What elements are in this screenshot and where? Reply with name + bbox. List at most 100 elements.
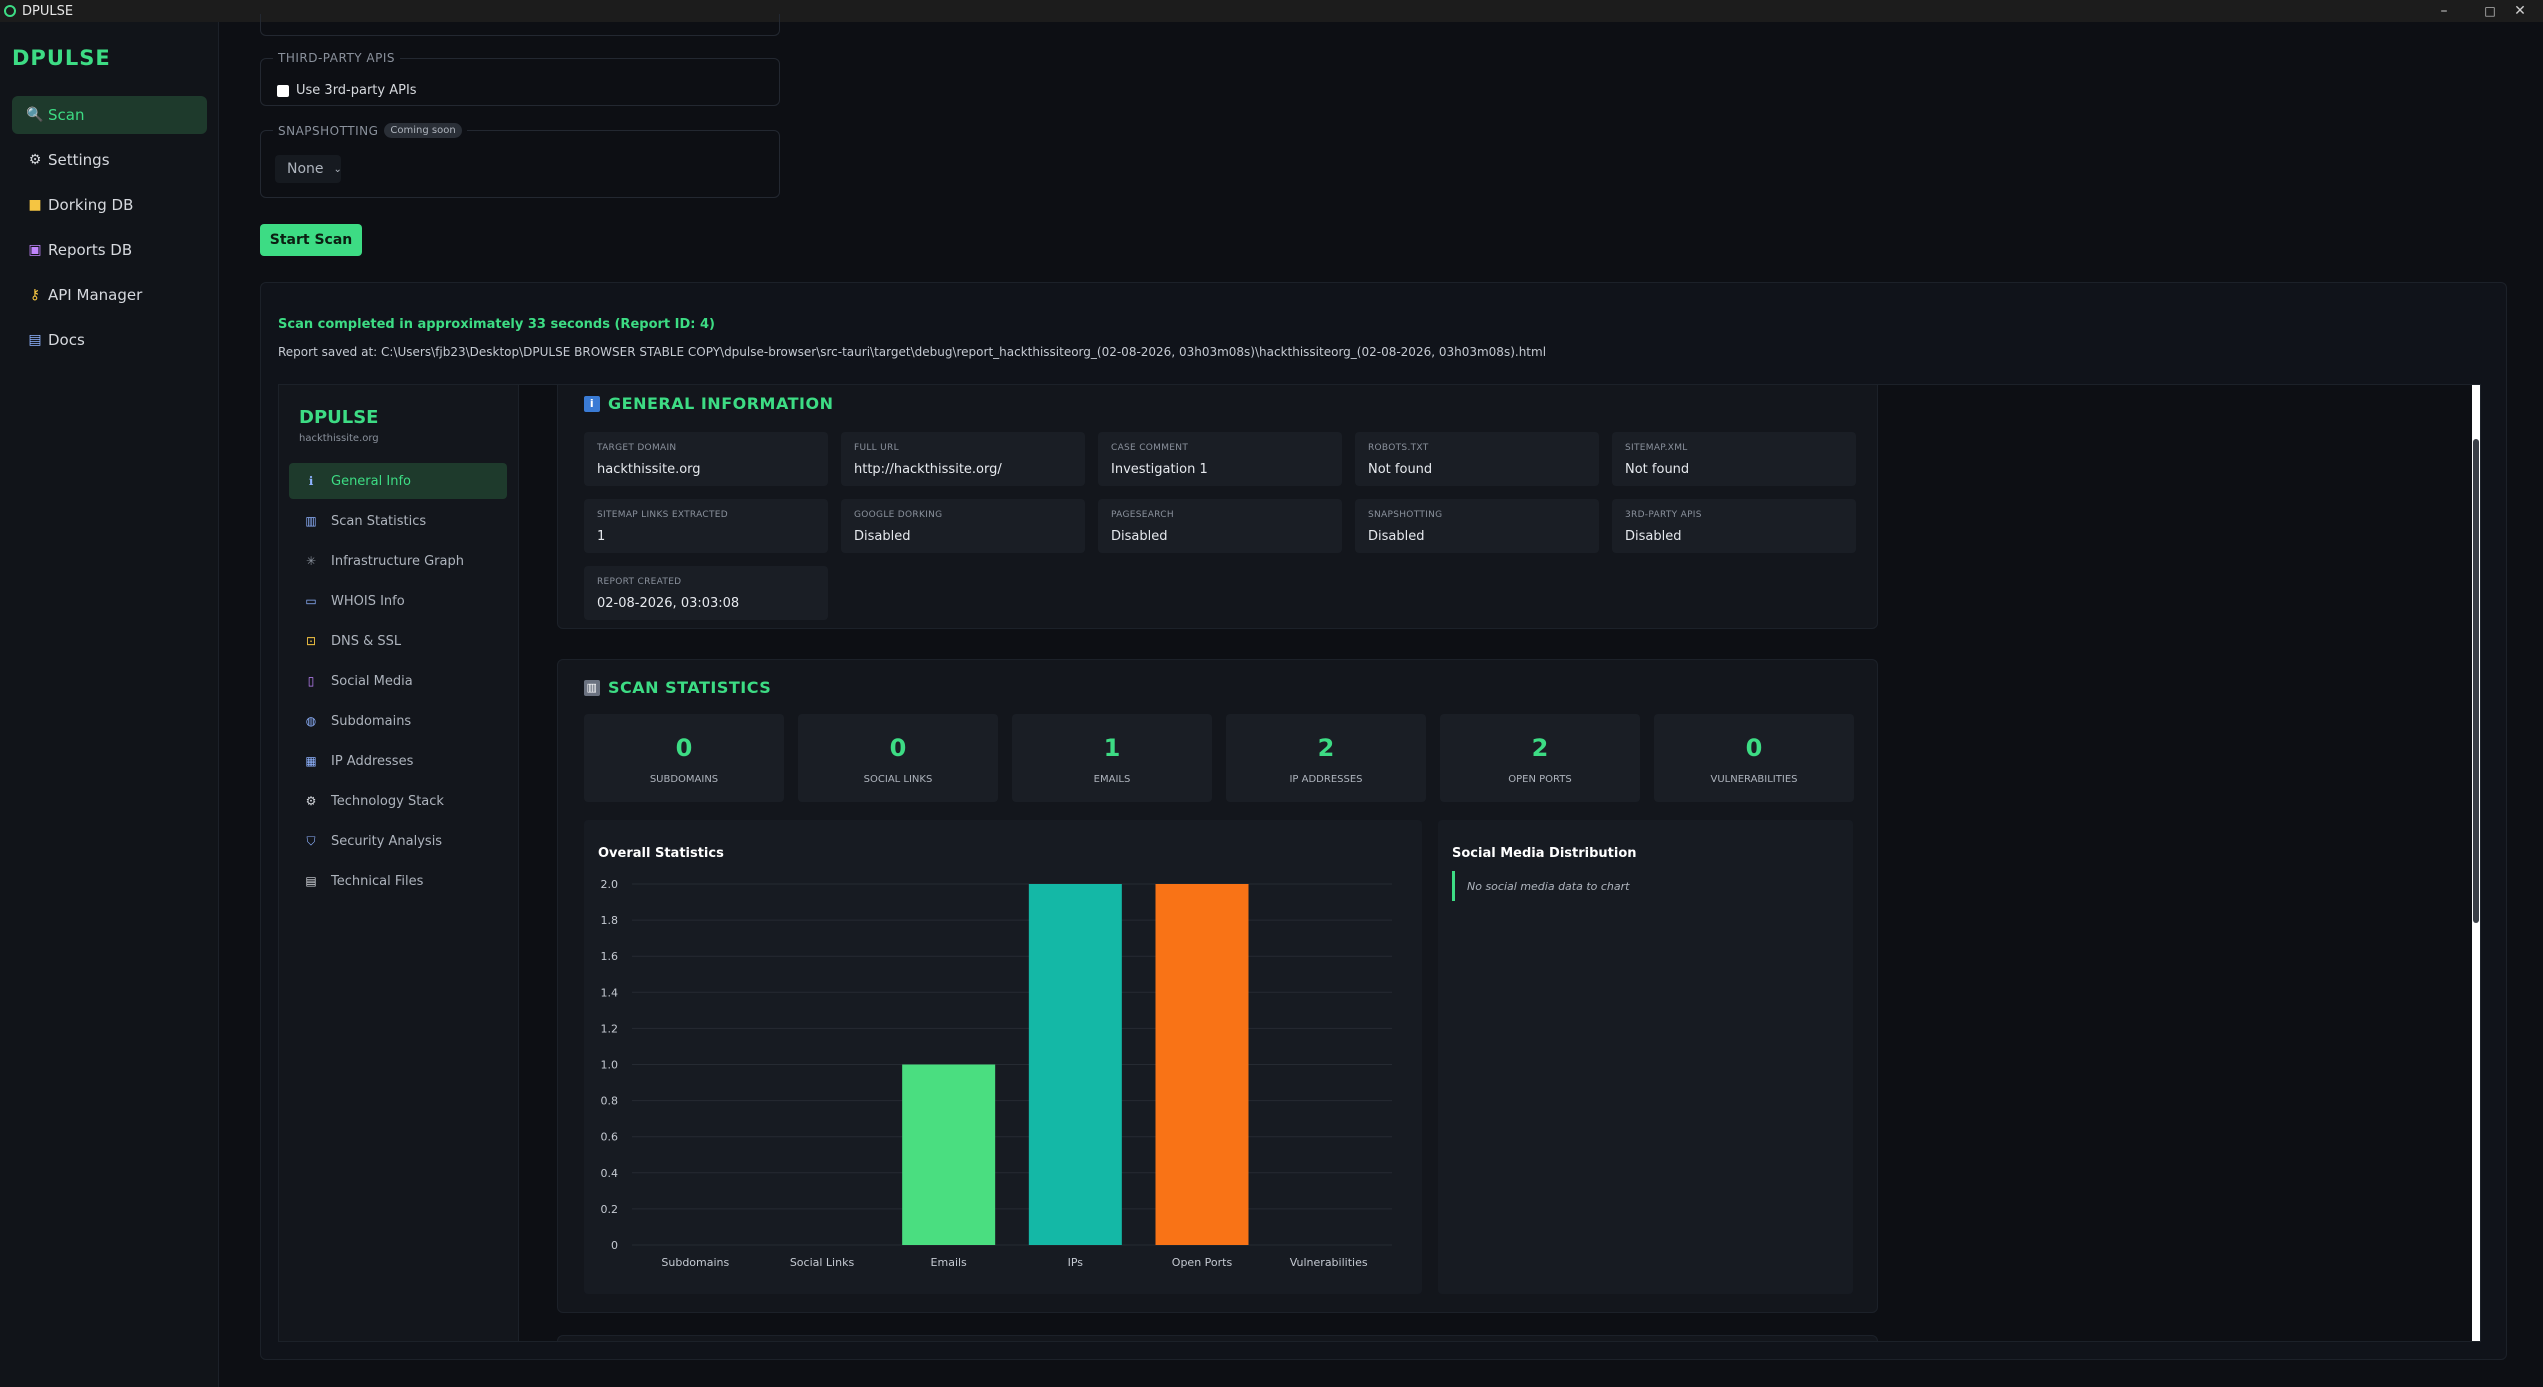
- y-tick-label: 1.6: [601, 950, 619, 963]
- next-section: [557, 1335, 1878, 1341]
- info-card: CASE COMMENT Investigation 1: [1098, 432, 1342, 486]
- sidebar-item-scan[interactable]: 🔍 Scan: [12, 96, 207, 134]
- general-info-section: i GENERAL INFORMATION TARGET DOMAIN hackth…: [557, 385, 1878, 629]
- info-card: SNAPSHOTTING Disabled: [1355, 499, 1599, 553]
- report-scrollbar[interactable]: [2472, 385, 2480, 1341]
- gear-icon: ⚙: [28, 152, 42, 168]
- social-chart-title: Social Media Distribution: [1452, 846, 1637, 861]
- globe-icon: ◍: [305, 714, 317, 728]
- info-card: FULL URL http://hackthissite.org/: [841, 432, 1085, 486]
- report-domain: hackthissite.org: [299, 433, 379, 444]
- overall-statistics-chart: Overall Statistics 0 0.2 0.4 0.6 0.8 1.0 1.2 1.…: [584, 820, 1422, 1294]
- info-card: ROBOTS.TXT Not found: [1355, 432, 1599, 486]
- scan-statistics-title: ▥ SCAN STATISTICS: [584, 678, 771, 697]
- magnifier-icon: 🔍: [26, 107, 44, 123]
- sidebar-item-label: Dorking DB: [48, 196, 134, 214]
- lock-icon: ⊡: [305, 634, 317, 648]
- x-tick-label: Vulnerabilities: [1290, 1256, 1368, 1269]
- y-tick-label: 0.6: [601, 1131, 619, 1144]
- report-nav-technical-files[interactable]: ▤ Technical Files: [289, 863, 507, 899]
- report-nav-general-info[interactable]: ℹ General Info: [289, 463, 507, 499]
- bar-chart-svg: 0 0.2 0.4 0.6 0.8 1.0 1.2 1.4 1.6 1.8 2.0 Subdomain…: [601, 878, 1392, 1269]
- report-nav-security-analysis[interactable]: ⛉ Security Analysis: [289, 823, 507, 859]
- stat-card: 2 IP ADDRESSES: [1226, 714, 1426, 802]
- scrollbar-thumb[interactable]: [2473, 439, 2479, 923]
- scan-status: Scan completed in approximately 33 secon…: [278, 317, 715, 332]
- sidebar-item-label: API Manager: [48, 286, 143, 304]
- report-nav-scan-statistics[interactable]: ▥ Scan Statistics: [289, 503, 507, 539]
- chevron-down-icon: ⌄: [333, 163, 342, 175]
- x-tick-label: IPs: [1068, 1256, 1084, 1269]
- stat-card: 0 SOCIAL LINKS: [798, 714, 998, 802]
- coming-soon-badge: Coming soon: [384, 123, 462, 138]
- sidebar-item-label: Docs: [48, 331, 85, 349]
- key-icon: ⚷: [29, 287, 41, 303]
- social-distribution-chart: Social Media Distribution No social medi…: [1438, 820, 1853, 1294]
- results-panel: Scan completed in approximately 33 secon…: [260, 282, 2507, 1360]
- chart-icon: ▥: [305, 514, 317, 528]
- close-button[interactable]: ✕: [2514, 3, 2526, 19]
- id-card-icon: ▭: [305, 594, 317, 608]
- checkbox-box[interactable]: [277, 84, 289, 97]
- x-tick-label: Subdomains: [661, 1256, 729, 1269]
- y-tick-label: 0.2: [601, 1203, 619, 1216]
- sidebar-item-api-manager[interactable]: ⚷ API Manager: [12, 276, 207, 314]
- y-tick-label: 2.0: [601, 878, 619, 891]
- report-nav-social-media[interactable]: ▯ Social Media: [289, 663, 507, 699]
- sidebar-item-reports-db[interactable]: ▣ Reports DB: [12, 231, 207, 269]
- y-tick-label: 1.4: [601, 986, 619, 999]
- report-brand: DPULSE: [299, 407, 379, 428]
- info-card: SITEMAP LINKS EXTRACTED 1: [584, 499, 828, 553]
- info-card: GOOGLE DORKING Disabled: [841, 499, 1085, 553]
- sidebar-item-label: Settings: [48, 151, 110, 169]
- sidebar-item-dorking-db[interactable]: ■ Dorking DB: [12, 186, 207, 224]
- report-nav-whois-info[interactable]: ▭ WHOIS Info: [289, 583, 507, 619]
- window-title: DPULSE: [22, 3, 74, 19]
- chart-title: Overall Statistics: [598, 846, 724, 861]
- sidebar-item-label: Reports DB: [48, 241, 133, 259]
- scan-statistics-section: ▥ SCAN STATISTICS 0 SUBDOMAINS 0 SOCIAL LIN…: [557, 659, 1878, 1313]
- network-icon: ✳: [305, 554, 317, 568]
- chart-icon: ▥: [584, 679, 600, 696]
- y-tick-label: 0.8: [601, 1095, 619, 1108]
- start-scan-button[interactable]: Start Scan: [260, 224, 362, 256]
- stat-card: 1 EMAILS: [1012, 714, 1212, 802]
- report-sidebar: DPULSE hackthissite.org ℹ General Info ▥ S…: [279, 385, 519, 1341]
- title-bar: DPULSE – □ ✕: [0, 0, 2543, 22]
- y-tick-label: 1.0: [601, 1059, 619, 1072]
- maximize-button[interactable]: □: [2484, 4, 2496, 18]
- app-sidebar: DPULSE 🔍 Scan ⚙ Settings ■ Dorking DB ▣ …: [0, 22, 219, 1387]
- sidebar-item-settings[interactable]: ⚙ Settings: [12, 141, 207, 179]
- app-icon: [4, 5, 16, 17]
- info-card: 3RD-PARTY APIS Disabled: [1612, 499, 1856, 553]
- stat-card: 2 OPEN PORTS: [1440, 714, 1640, 802]
- book-icon: ▤: [28, 332, 42, 348]
- report-nav-technology-stack[interactable]: ⚙ Technology Stack: [289, 783, 507, 819]
- info-card: PAGESEARCH Disabled: [1098, 499, 1342, 553]
- report-nav-dns-ssl[interactable]: ⊡ DNS & SSL: [289, 623, 507, 659]
- third-party-checkbox[interactable]: Use 3rd-party APIs: [277, 83, 417, 98]
- info-icon: ℹ: [308, 474, 314, 488]
- y-tick-label: 0: [611, 1239, 618, 1252]
- info-card: TARGET DOMAIN hackthissite.org: [584, 432, 828, 486]
- snapshotting-select[interactable]: None ⌄: [275, 155, 342, 183]
- sidebar-item-docs[interactable]: ▤ Docs: [12, 321, 207, 359]
- x-tick-label: Social Links: [790, 1256, 855, 1269]
- folder-icon: ■: [28, 197, 42, 213]
- report-frame: DPULSE hackthissite.org ℹ General Info ▥ S…: [278, 384, 2481, 1342]
- phone-icon: ▯: [307, 674, 315, 688]
- sidebar-item-label: Scan: [48, 106, 85, 124]
- checkbox-label: Use 3rd-party APIs: [296, 83, 417, 98]
- report-nav-ip-addresses[interactable]: ▦ IP Addresses: [289, 743, 507, 779]
- report-nav-subdomains[interactable]: ◍ Subdomains: [289, 703, 507, 739]
- snapshotting-legend: SNAPSHOTTING Coming soon: [273, 123, 467, 138]
- bar-emails: [902, 1064, 996, 1245]
- minimize-button[interactable]: –: [2440, 3, 2448, 19]
- y-tick-label: 1.8: [601, 914, 619, 927]
- report-nav-infrastructure-graph[interactable]: ✳ Infrastructure Graph: [289, 543, 507, 579]
- app-brand: DPULSE: [12, 46, 111, 70]
- third-party-fieldset: THIRD-PARTY APIS Use 3rd-party APIs: [260, 51, 780, 106]
- info-card: REPORT CREATED 02-08-2026, 03:03:08: [584, 566, 828, 620]
- x-tick-label: Emails: [931, 1256, 968, 1269]
- x-tick-label: Open Ports: [1172, 1256, 1233, 1269]
